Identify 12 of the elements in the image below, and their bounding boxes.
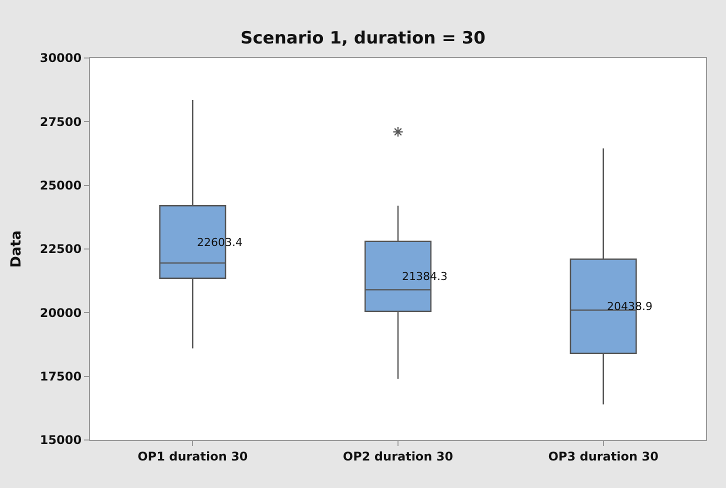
y-axis-title: Data xyxy=(8,230,24,268)
y-tick-label: 30000 xyxy=(40,51,82,66)
chart-title: Scenario 1, duration = 30 xyxy=(240,28,486,49)
x-tick-label: OP2 duration 30 xyxy=(342,449,454,464)
x-tick-label: OP3 duration 30 xyxy=(548,449,658,464)
y-tick-label: 15000 xyxy=(40,433,82,448)
y-tick-label: 27500 xyxy=(40,114,82,129)
x-tick-label: OP1 duration 30 xyxy=(138,449,248,464)
y-tick-label: 20000 xyxy=(40,306,82,320)
y-tick-label: 22500 xyxy=(40,242,82,256)
y-tick-label: 25000 xyxy=(40,178,82,193)
y-tick-label: 17500 xyxy=(40,370,82,384)
